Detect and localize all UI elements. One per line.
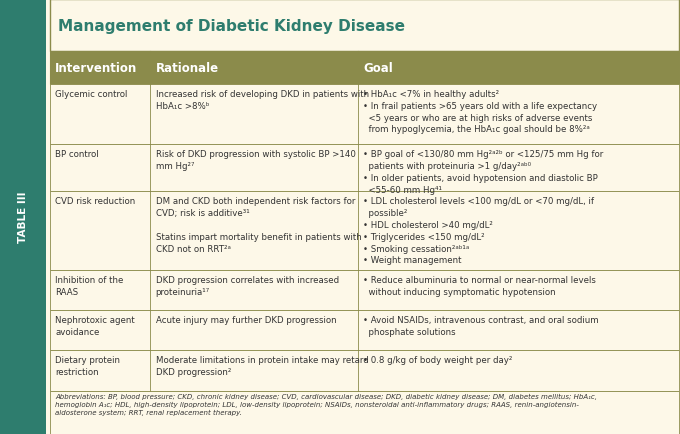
Text: Dietary protein
restriction: Dietary protein restriction (55, 355, 120, 376)
Text: Management of Diabetic Kidney Disease: Management of Diabetic Kidney Disease (58, 19, 405, 33)
Text: TABLE III: TABLE III (18, 191, 28, 243)
Text: Glycemic control: Glycemic control (55, 90, 127, 99)
Text: Goal: Goal (363, 62, 393, 75)
Bar (50, 310, 679, 350)
Text: Nephrotoxic agent
avoidance: Nephrotoxic agent avoidance (55, 316, 135, 336)
Bar (50, 85, 679, 145)
Text: Intervention: Intervention (55, 62, 137, 75)
Bar (50, 192, 679, 270)
Bar (50, 350, 679, 391)
Text: Inhibition of the
RAAS: Inhibition of the RAAS (55, 275, 124, 296)
Text: Abbreviations: BP, blood pressure; CKD, chronic kidney disease; CVD, cardiovascu: Abbreviations: BP, blood pressure; CKD, … (55, 393, 597, 415)
Text: • Avoid NSAIDs, intravenous contrast, and oral sodium
  phosphate solutions: • Avoid NSAIDs, intravenous contrast, an… (363, 316, 599, 336)
Text: BP control: BP control (55, 150, 99, 159)
Text: Acute injury may further DKD progression: Acute injury may further DKD progression (156, 316, 337, 324)
Text: DKD progression correlates with increased
proteinuria¹⁷: DKD progression correlates with increase… (156, 275, 339, 296)
Bar (50, 145, 679, 192)
Text: • LDL cholesterol levels <100 mg/dL or <70 mg/dL, if
  possible²
• HDL cholester: • LDL cholesterol levels <100 mg/dL or <… (363, 197, 594, 265)
Bar (50, 0, 679, 52)
Text: • 0.8 g/kg of body weight per day²: • 0.8 g/kg of body weight per day² (363, 355, 513, 365)
Bar (50, 270, 679, 310)
Text: Moderate limitations in protein intake may retard
DKD progression²: Moderate limitations in protein intake m… (156, 355, 369, 376)
Text: Increased risk of developing DKD in patients with
HbA₁c >8%ᵇ: Increased risk of developing DKD in pati… (156, 90, 369, 111)
Text: CVD risk reduction: CVD risk reduction (55, 197, 135, 206)
Text: • HbA₁c <7% in healthy adults²
• In frail patients >65 years old with a life exp: • HbA₁c <7% in healthy adults² • In frai… (363, 90, 598, 134)
Text: • Reduce albuminuria to normal or near-normal levels
  without inducing symptoma: • Reduce albuminuria to normal or near-n… (363, 275, 596, 296)
Text: Risk of DKD progression with systolic BP >140
mm Hg²⁷: Risk of DKD progression with systolic BP… (156, 150, 356, 171)
Bar (0, 0, 46, 434)
Text: DM and CKD both independent risk factors for
CVD; risk is additive³¹

Statins im: DM and CKD both independent risk factors… (156, 197, 362, 253)
Text: Rationale: Rationale (156, 62, 219, 75)
Bar (50, 52, 679, 85)
Bar (50, 391, 679, 434)
Text: • BP goal of <130/80 mm Hg²ᵃ²ᵇ or <125/75 mm Hg for
  patients with proteinuria : • BP goal of <130/80 mm Hg²ᵃ²ᵇ or <125/7… (363, 150, 604, 194)
